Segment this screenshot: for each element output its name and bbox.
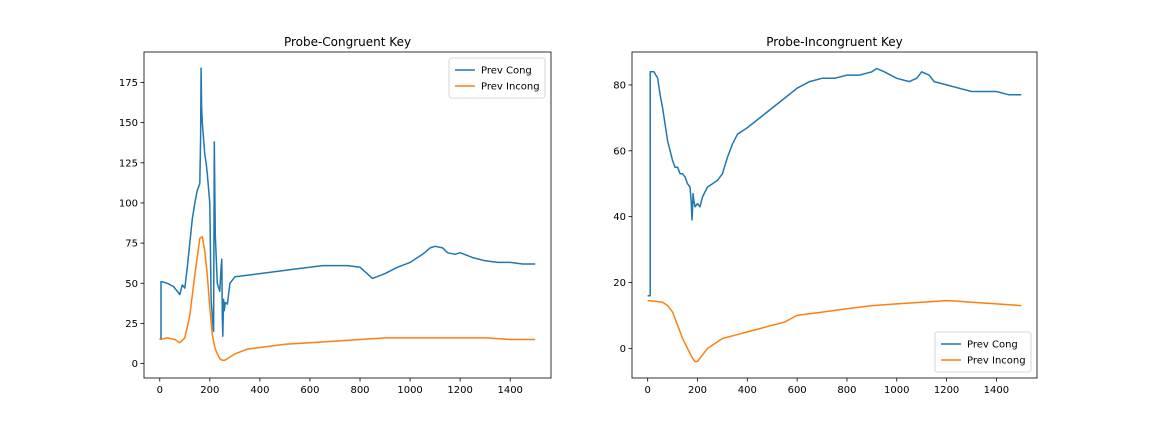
x-tick-label: 1000 — [884, 385, 909, 396]
series-line-prev-cong — [159, 67, 536, 340]
series-line-prev-incong — [159, 235, 536, 362]
legend: Prev Cong Prev Incong — [934, 331, 1032, 373]
axes-frame — [143, 51, 552, 379]
x-tick-label: 800 — [350, 385, 369, 396]
y-tick-label: 0 — [620, 344, 626, 355]
legend-label: Prev Cong — [481, 66, 532, 77]
y-tick-label: 20 — [613, 278, 626, 289]
legend-box — [448, 57, 546, 99]
y-tick-label: 25 — [125, 319, 138, 330]
y-tick-label: 75 — [125, 239, 138, 250]
x-tick-label: 0 — [157, 385, 163, 396]
legend-label: Prev Incong — [967, 356, 1026, 367]
y-tick-label: 100 — [119, 198, 138, 209]
series-line-prev-incong — [647, 299, 1022, 363]
y-tick-label: 175 — [119, 78, 138, 89]
x-tick-label: 1400 — [984, 385, 1009, 396]
x-tick-label: 600 — [788, 385, 807, 396]
x-tick-label: 600 — [300, 385, 319, 396]
x-tick-label: 400 — [250, 385, 269, 396]
y-tick-label: 80 — [613, 80, 626, 91]
x-tick-label: 800 — [837, 385, 856, 396]
chart-title: Probe-Incongruent Key — [766, 35, 902, 49]
x-tick-label: 1400 — [497, 385, 522, 396]
chart-title: Probe-Congruent Key — [284, 35, 411, 49]
y-tick-label: 50 — [125, 279, 138, 290]
legend: Prev Cong Prev Incong — [448, 57, 546, 99]
x-tick-label: 1200 — [447, 385, 472, 396]
y-tick-label: 0 — [132, 359, 138, 370]
legend-box — [934, 331, 1032, 373]
axes-frame — [631, 51, 1038, 379]
x-tick-label: 200 — [688, 385, 707, 396]
x-tick-label: 400 — [738, 385, 757, 396]
legend-label: Prev Incong — [481, 82, 540, 93]
y-tick-label: 40 — [613, 212, 626, 223]
y-tick-label: 60 — [613, 146, 626, 157]
x-tick-label: 1200 — [934, 385, 959, 396]
y-tick-label: 125 — [119, 158, 138, 169]
chart-probe-congruent: 0 200 400 600 800 1000 1200 1400 0 25 50 75 100 125 15… — [119, 35, 552, 396]
legend-label: Prev Cong — [967, 340, 1018, 351]
x-tick-label: 0 — [645, 385, 651, 396]
x-tick-label: 200 — [200, 385, 219, 396]
series-line-prev-cong — [647, 67, 1022, 297]
chart-probe-incongruent: 0 200 400 600 800 1000 1200 1400 0 20 40 60 80 Probe-… — [613, 35, 1038, 396]
y-tick-label: 150 — [119, 118, 138, 129]
x-tick-label: 1000 — [397, 385, 422, 396]
